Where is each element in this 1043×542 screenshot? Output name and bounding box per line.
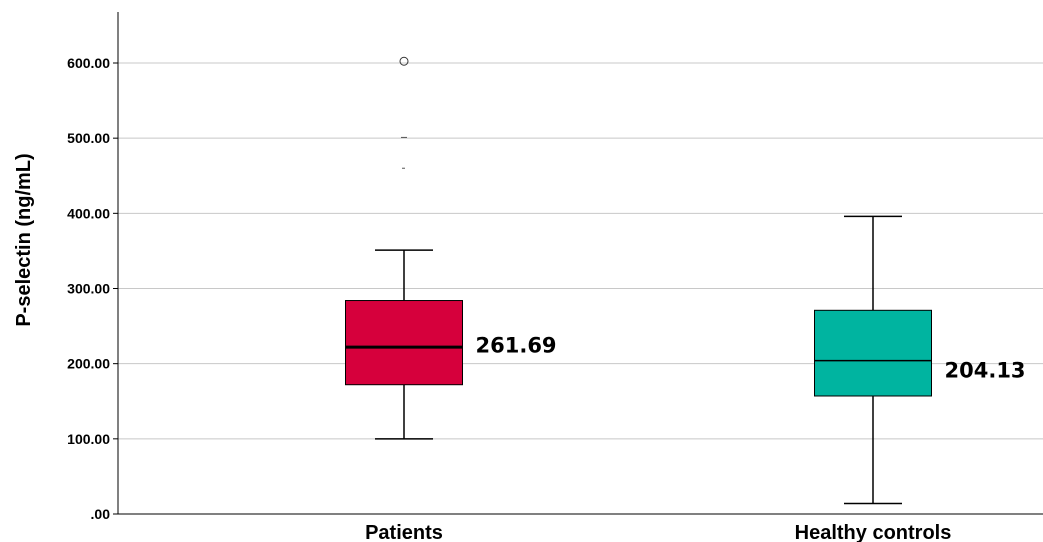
box-healthy-controls: 204.13 <box>814 215 1026 505</box>
box-patients: 261.69 <box>345 56 557 440</box>
box-value-label: 261.69 <box>476 334 557 358</box>
y-tick-label: 500.00 <box>67 130 110 146</box>
boxes: 261.69 204.13 <box>345 56 1026 505</box>
outlier-point <box>399 56 409 66</box>
y-tick-label: 600.00 <box>67 55 110 71</box>
box-value-label: 204.13 <box>945 358 1026 382</box>
y-tick-label: .00 <box>91 506 111 522</box>
y-tick-label: 200.00 <box>67 356 110 372</box>
y-axis-title: P-selectin (ng/mL) <box>13 153 35 326</box>
gridlines <box>118 62 1043 440</box>
x-category-label: Healthy controls <box>795 522 952 542</box>
x-category-label: Patients <box>365 522 443 542</box>
y-tick-labels: .00 100.00 200.00 300.00 400.00 500.00 600.00 <box>67 55 118 522</box>
iqr-box <box>345 300 463 386</box>
category-labels: Patients Healthy controls <box>365 522 951 542</box>
y-tick-label: 300.00 <box>67 281 110 297</box>
iqr-box <box>814 309 932 397</box>
axes <box>117 12 1043 515</box>
y-tick-label: 100.00 <box>67 431 110 447</box>
y-tick-label: 400.00 <box>67 205 110 221</box>
